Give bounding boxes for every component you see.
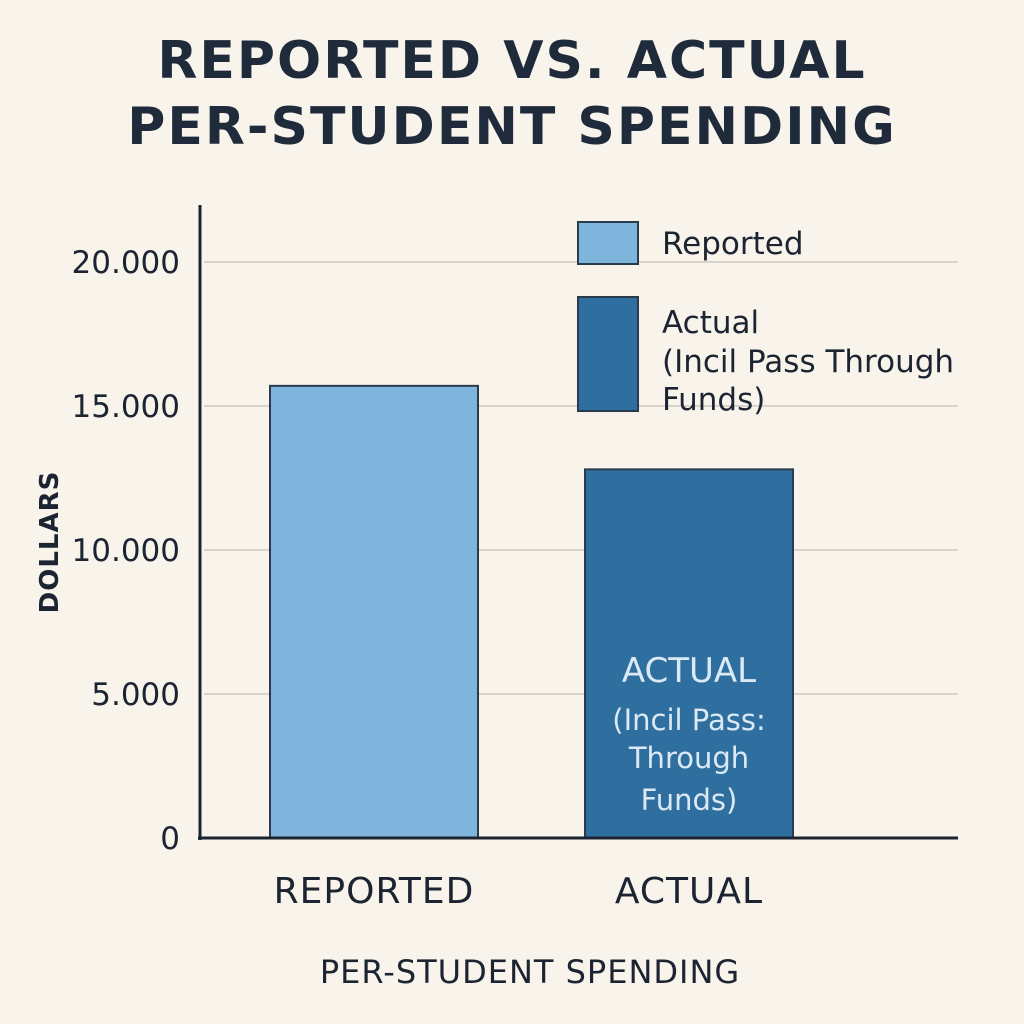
bar-annotation-line: (Incil Pass: xyxy=(612,703,765,737)
legend-label: Reported xyxy=(662,226,804,262)
chart-title-line-1: REPORTED VS. ACTUAL xyxy=(157,31,867,91)
y-axis-title: DOLLARS xyxy=(35,471,65,614)
legend-swatch xyxy=(577,221,639,265)
chart-title-line-2: PER-STUDENT SPENDING xyxy=(127,97,897,157)
bar-actual xyxy=(584,468,794,839)
y-tick-labels: 0 5.000 10.000 15.000 20.000 xyxy=(72,245,180,857)
chart-title: REPORTED VS. ACTUAL PER-STUDENT SPENDING xyxy=(0,28,1024,160)
bars xyxy=(269,384,794,839)
x-axis-title: PER-STUDENT SPENDING xyxy=(320,953,740,991)
y-tick-label: 5.000 xyxy=(91,677,180,713)
y-tick-label: 15.000 xyxy=(72,389,180,425)
x-category-label: REPORTED xyxy=(274,871,475,912)
legend-label: (Incil Pass Through xyxy=(662,344,954,380)
y-tick-label: 10.000 xyxy=(72,533,180,569)
legend-label: Actual xyxy=(662,305,759,341)
axes xyxy=(198,205,958,840)
bar-reported xyxy=(269,384,479,839)
bar-annotations: ACTUAL (Incil Pass: Through Funds) xyxy=(612,651,765,817)
x-category-label: ACTUAL xyxy=(615,871,763,912)
bar-annotation-line: Funds) xyxy=(641,783,738,817)
legend-label: Funds) xyxy=(662,382,765,418)
bar-annotation-line: Through xyxy=(628,741,749,775)
y-tick-label: 20.000 xyxy=(72,245,180,281)
y-tick-label: 0 xyxy=(160,821,180,857)
x-category-labels: REPORTED ACTUAL xyxy=(274,871,763,912)
bar-annotation-line: ACTUAL xyxy=(622,651,756,691)
legend-swatch xyxy=(577,296,639,412)
